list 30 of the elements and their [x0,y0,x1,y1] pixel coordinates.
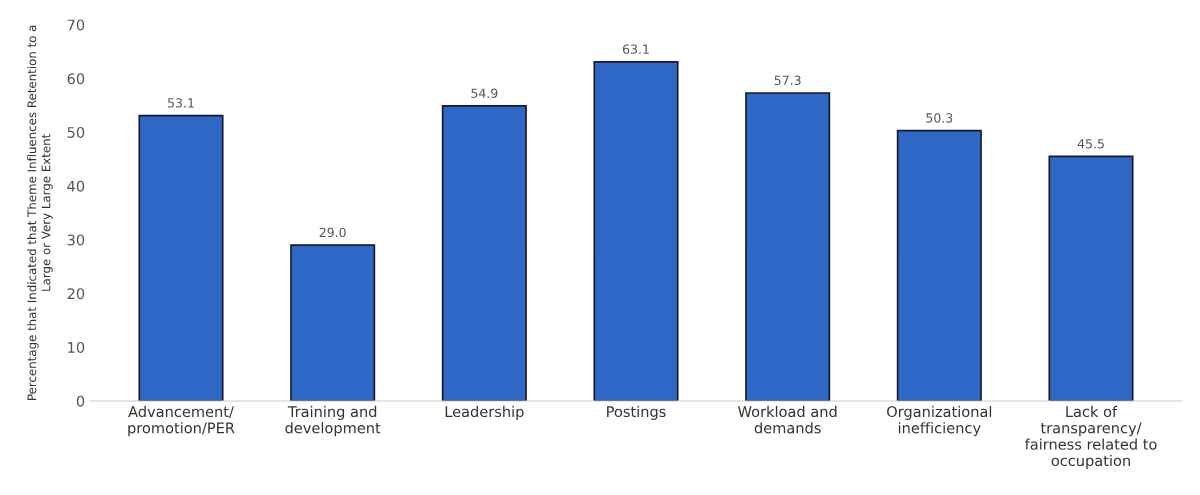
bar [441,105,527,401]
data-label: 45.5 [1077,139,1104,149]
data-label: 29.0 [319,227,346,238]
x-tick-label: Postings [607,405,666,420]
y-tick-label: 70 [67,19,85,31]
bar [290,244,376,401]
x-tick-label: Organizational inefficiency [887,405,992,437]
data-label: 53.1 [168,98,194,108]
y-tick-label: 30 [67,234,85,246]
y-tick-label: 50 [67,126,85,138]
data-label: 50.3 [926,113,953,123]
x-tick-label: Workload and demands [738,405,837,434]
bar [745,92,831,401]
bar [896,129,982,401]
data-label: 57.3 [774,75,801,86]
x-tick-label: Advancement/ promotion/PER [128,405,235,437]
y-tick-label: 20 [67,288,85,300]
y-tick-label: 0 [76,395,85,407]
y-axis-title: Percentage that Indicated that Theme Influences Retention to a Large or Very Large Extent [27,25,53,400]
data-label: 63.1 [622,44,649,54]
x-tick-label: Leadership [445,405,524,420]
y-tick-label: 40 [67,180,85,192]
x-tick-label: Lack of transparency/ fairness related to occupation [1024,405,1157,469]
x-tick-label: Training and development [285,405,381,437]
bar [1048,155,1134,401]
bar [593,60,679,401]
y-tick-label: 60 [67,73,85,85]
data-label: 54.9 [471,88,498,98]
bar [138,114,224,401]
y-tick-label: 10 [68,341,85,353]
